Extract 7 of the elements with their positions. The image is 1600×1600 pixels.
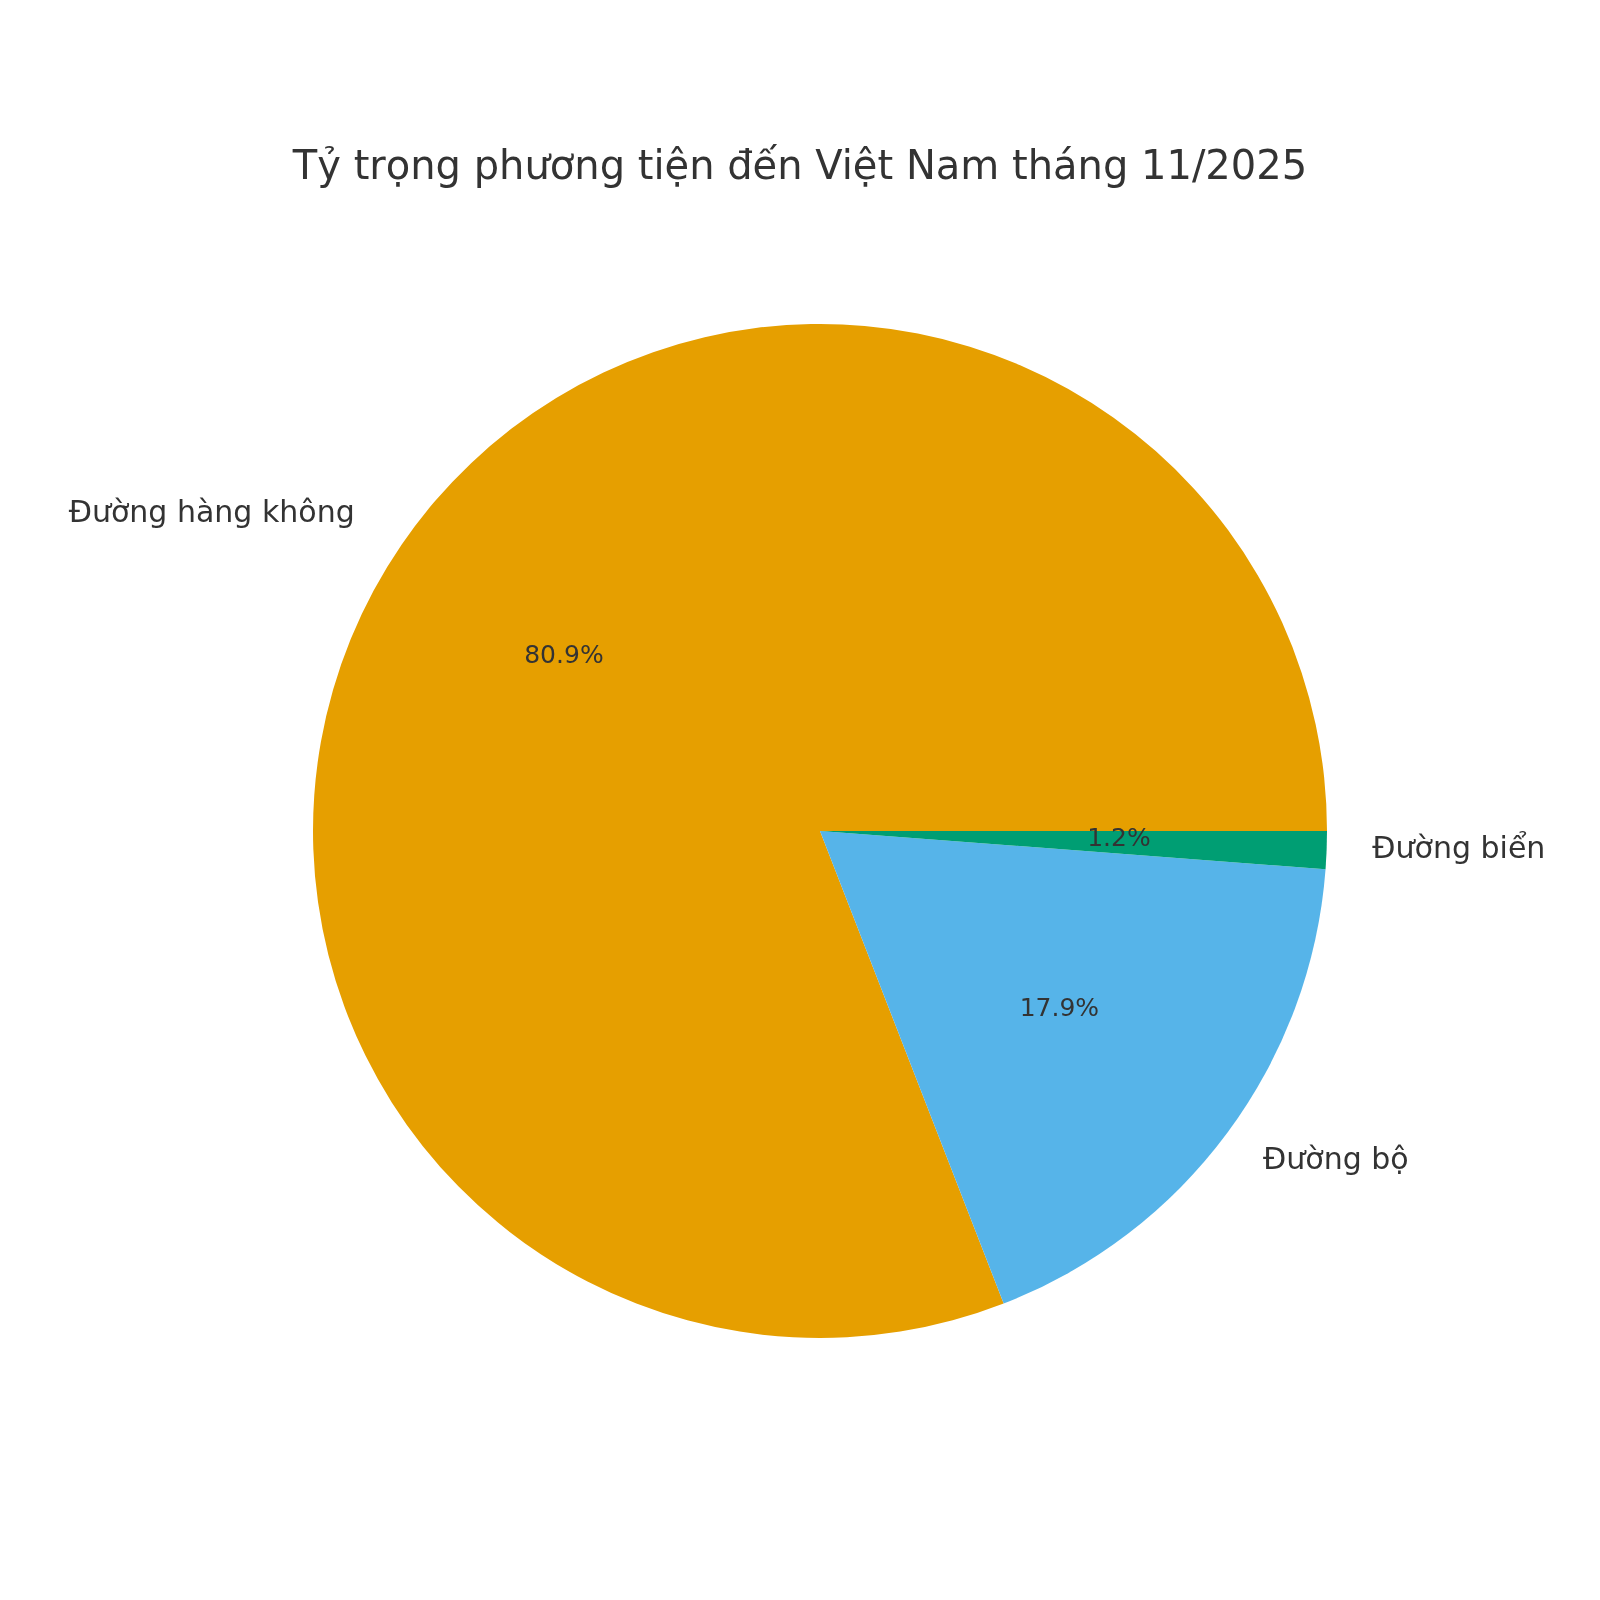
slice-label: Đường hàng không bbox=[68, 493, 355, 529]
data-label: 80.9% bbox=[524, 639, 604, 669]
chart-title: Tỷ trọng phương tiện đến Việt Nam tháng 11/2025 bbox=[291, 142, 1308, 188]
slice-label: Đường biển bbox=[1372, 829, 1546, 865]
slice-label: Đường bộ bbox=[1263, 1140, 1409, 1176]
data-label: 17.9% bbox=[1019, 992, 1100, 1022]
data-label: 1.2% bbox=[1087, 822, 1151, 852]
